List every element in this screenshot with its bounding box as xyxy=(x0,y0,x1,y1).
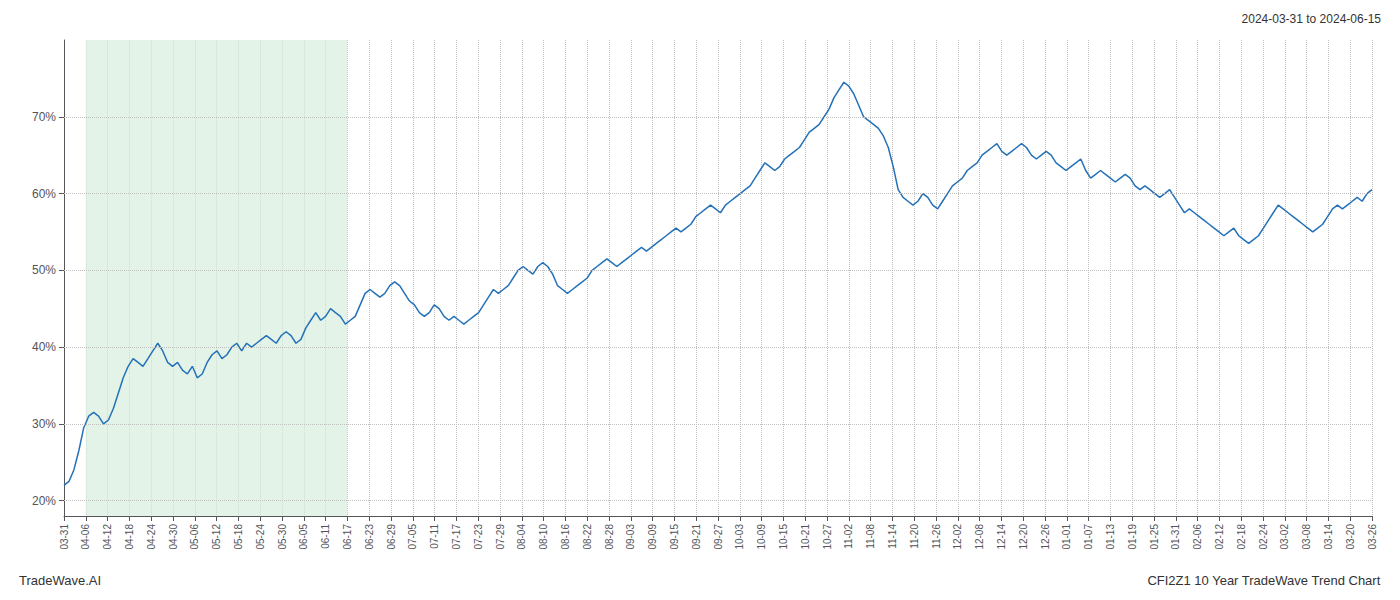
svg-text:04-06: 04-06 xyxy=(80,524,91,550)
svg-text:08-16: 08-16 xyxy=(560,524,571,550)
svg-text:06-29: 06-29 xyxy=(386,524,397,550)
svg-text:09-21: 09-21 xyxy=(691,524,702,550)
svg-text:11-26: 11-26 xyxy=(931,524,942,549)
svg-text:11-08: 11-08 xyxy=(865,524,876,549)
svg-text:02-24: 02-24 xyxy=(1258,524,1269,550)
svg-text:20%: 20% xyxy=(32,494,56,508)
svg-text:06-11: 06-11 xyxy=(320,524,331,549)
svg-text:10-03: 10-03 xyxy=(734,524,745,550)
svg-text:09-09: 09-09 xyxy=(647,524,658,550)
svg-text:40%: 40% xyxy=(32,340,56,354)
svg-text:11-02: 11-02 xyxy=(843,524,854,549)
svg-text:10-27: 10-27 xyxy=(822,524,833,550)
svg-text:05-12: 05-12 xyxy=(211,524,222,550)
svg-text:08-28: 08-28 xyxy=(604,524,615,550)
svg-text:10-15: 10-15 xyxy=(778,524,789,550)
svg-text:10-21: 10-21 xyxy=(800,524,811,550)
svg-text:02-18: 02-18 xyxy=(1236,524,1247,550)
svg-text:08-04: 08-04 xyxy=(516,524,527,550)
svg-text:07-29: 07-29 xyxy=(495,524,506,550)
svg-text:05-30: 05-30 xyxy=(277,524,288,550)
svg-text:04-18: 04-18 xyxy=(124,524,135,550)
svg-text:12-08: 12-08 xyxy=(974,524,985,550)
svg-text:12-14: 12-14 xyxy=(996,524,1007,550)
svg-text:03-31: 03-31 xyxy=(59,524,70,550)
svg-text:03-20: 03-20 xyxy=(1345,524,1356,550)
svg-text:TradeWave.AI: TradeWave.AI xyxy=(19,573,101,588)
svg-text:03-14: 03-14 xyxy=(1323,524,1334,550)
svg-text:06-17: 06-17 xyxy=(342,524,353,550)
svg-text:05-24: 05-24 xyxy=(255,524,266,550)
svg-text:08-10: 08-10 xyxy=(538,524,549,550)
svg-text:04-30: 04-30 xyxy=(168,524,179,550)
svg-text:06-05: 06-05 xyxy=(298,524,309,550)
svg-text:CFI2Z1 10 Year TradeWave Trend: CFI2Z1 10 Year TradeWave Trend Chart xyxy=(1147,573,1380,588)
svg-text:2024-03-31 to 2024-06-15: 2024-03-31 to 2024-06-15 xyxy=(1242,12,1382,26)
svg-text:09-15: 09-15 xyxy=(669,524,680,550)
svg-text:07-05: 07-05 xyxy=(407,524,418,550)
svg-text:03-08: 03-08 xyxy=(1301,524,1312,550)
svg-text:05-18: 05-18 xyxy=(233,524,244,550)
svg-text:07-11: 07-11 xyxy=(429,524,440,549)
svg-text:01-13: 01-13 xyxy=(1105,524,1116,550)
svg-text:70%: 70% xyxy=(32,110,56,124)
svg-text:05-06: 05-06 xyxy=(189,524,200,550)
svg-text:03-26: 03-26 xyxy=(1367,524,1378,550)
svg-text:08-22: 08-22 xyxy=(582,524,593,550)
svg-text:03-02: 03-02 xyxy=(1279,524,1290,550)
svg-text:30%: 30% xyxy=(32,417,56,431)
svg-text:09-03: 09-03 xyxy=(625,524,636,550)
svg-text:12-02: 12-02 xyxy=(952,524,963,550)
svg-text:02-12: 02-12 xyxy=(1214,524,1225,550)
svg-text:07-17: 07-17 xyxy=(451,524,462,550)
svg-text:01-25: 01-25 xyxy=(1149,524,1160,550)
svg-text:12-20: 12-20 xyxy=(1018,524,1029,550)
svg-text:10-09: 10-09 xyxy=(756,524,767,550)
svg-text:11-14: 11-14 xyxy=(887,524,898,549)
svg-text:01-07: 01-07 xyxy=(1083,524,1094,550)
svg-text:01-01: 01-01 xyxy=(1061,524,1072,550)
svg-text:07-23: 07-23 xyxy=(473,524,484,550)
svg-text:12-26: 12-26 xyxy=(1040,524,1051,550)
svg-text:11-20: 11-20 xyxy=(909,524,920,549)
svg-text:09-27: 09-27 xyxy=(713,524,724,550)
svg-text:01-31: 01-31 xyxy=(1170,524,1181,550)
svg-text:60%: 60% xyxy=(32,187,56,201)
svg-text:01-19: 01-19 xyxy=(1127,524,1138,550)
svg-text:06-23: 06-23 xyxy=(364,524,375,550)
svg-text:02-06: 02-06 xyxy=(1192,524,1203,550)
svg-text:50%: 50% xyxy=(32,263,56,277)
svg-text:04-12: 04-12 xyxy=(102,524,113,550)
svg-text:04-24: 04-24 xyxy=(146,524,157,550)
